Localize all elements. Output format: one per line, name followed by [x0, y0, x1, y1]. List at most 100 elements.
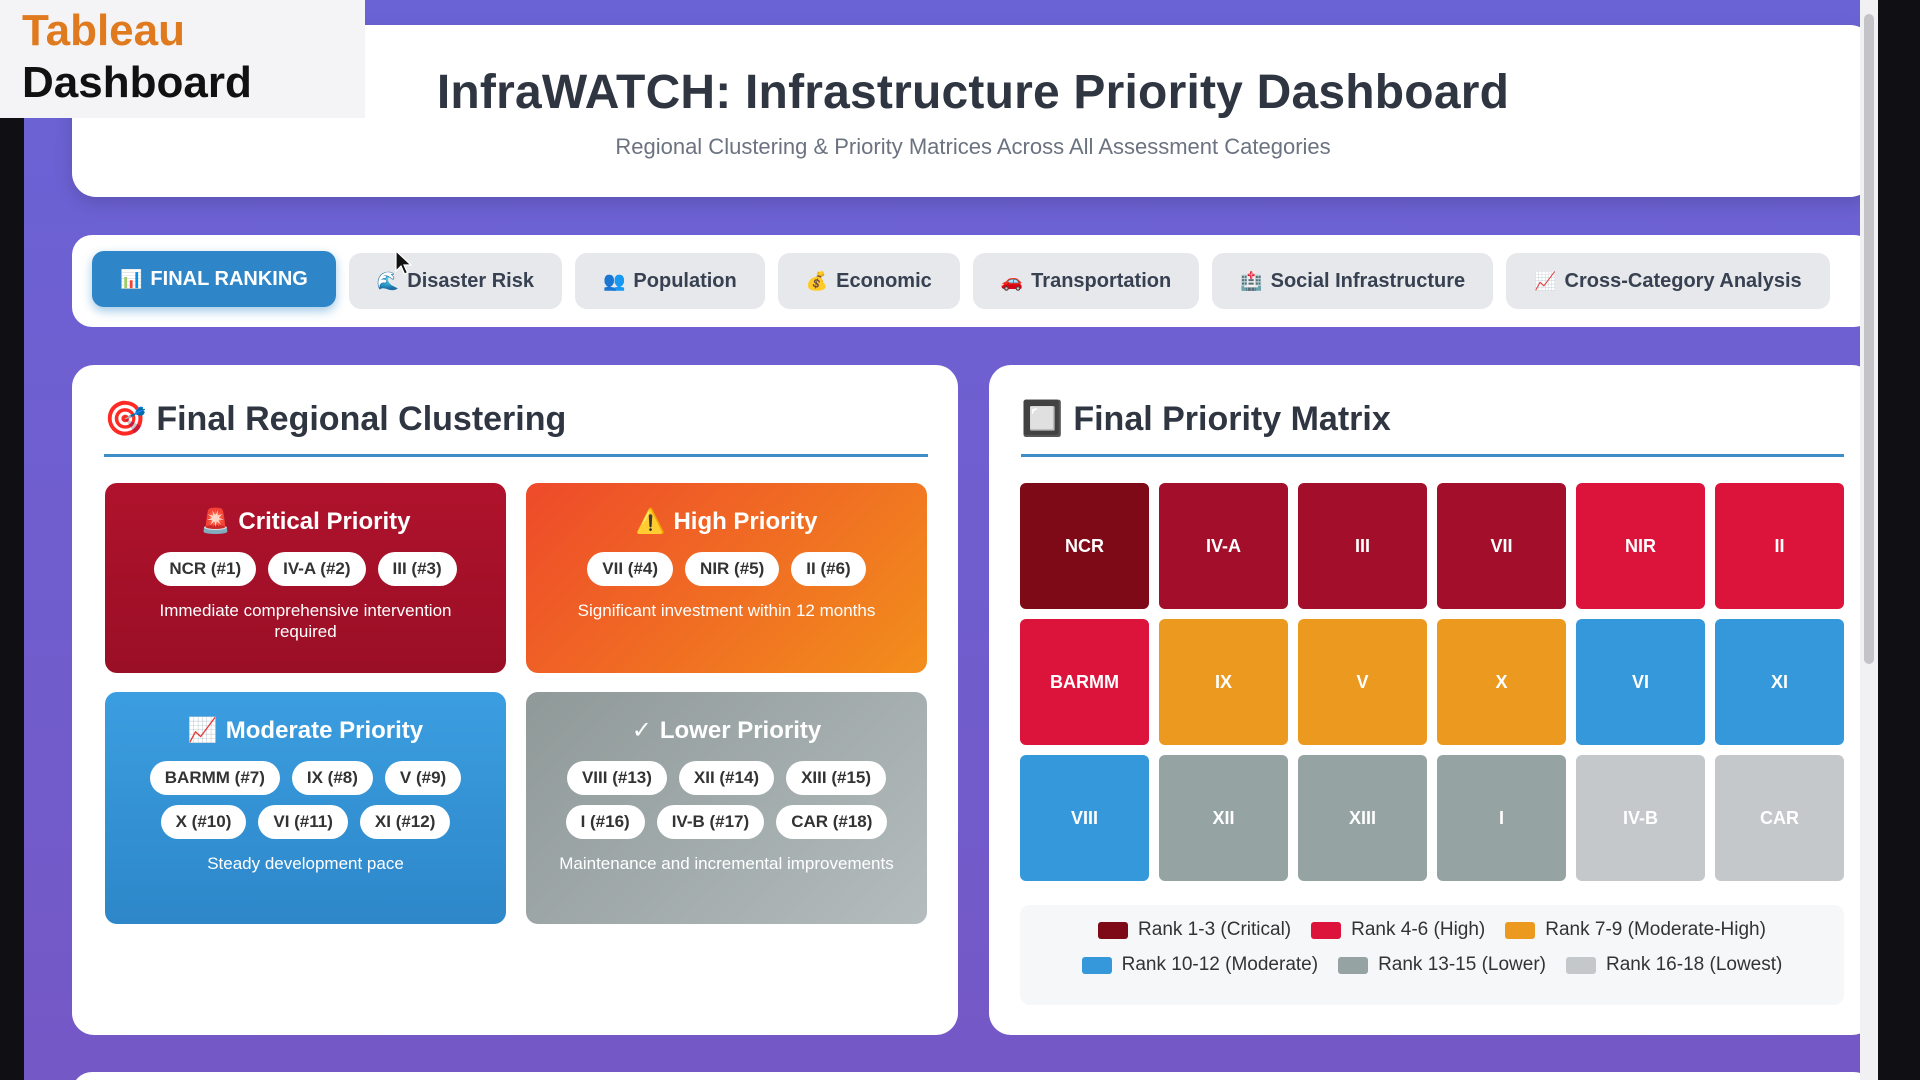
matrix-legend: Rank 1-3 (Critical) Rank 4-6 (High) Rank…	[1020, 905, 1844, 1005]
tab-label: Cross-Category Analysis	[1564, 269, 1802, 292]
matrix-cell[interactable]: V	[1298, 619, 1427, 745]
tab-label: Disaster Risk	[407, 269, 534, 292]
region-chip: X (#10)	[160, 805, 247, 839]
wave-icon: 🌊	[376, 270, 400, 291]
check-icon: ✓	[631, 717, 652, 744]
chart-up-icon: 📈	[187, 717, 218, 744]
matrix-cell[interactable]: IV-A	[1159, 483, 1288, 609]
region-chip: VII (#4)	[587, 552, 674, 586]
cluster-description: Immediate comprehensive intervention req…	[159, 601, 452, 641]
matrix-title-text: Final Priority Matrix	[1073, 399, 1391, 438]
page-title: InfraWATCH: Infrastructure Priority Dash…	[436, 66, 1510, 119]
region-chip: XIII (#15)	[786, 761, 887, 795]
legend-swatch	[1565, 956, 1596, 974]
cluster-title: Lower Priority	[659, 716, 822, 744]
badge-line-2: Dashboard	[22, 58, 252, 107]
tab-label: FINAL RANKING	[150, 267, 308, 290]
region-chip: VI (#11)	[258, 805, 348, 839]
tab-label: Transportation	[1031, 269, 1172, 292]
siren-icon: 🚨	[200, 508, 231, 535]
tab-label: Social Infrastructure	[1270, 269, 1466, 292]
region-chip: XI (#12)	[359, 805, 451, 839]
legend-swatch	[1098, 921, 1129, 939]
people-icon: 👥	[603, 270, 626, 291]
car-icon: 🚗	[1000, 270, 1024, 291]
mouse-cursor-icon	[395, 250, 413, 275]
tab-transportation[interactable]: 🚗 Transportation	[972, 253, 1200, 309]
legend-swatch	[1505, 921, 1536, 939]
priority-matrix-grid: NCR IV-A III VII NIR II BARMM IX V X VI XI VIII XII XI…	[1020, 483, 1844, 881]
cluster-description: Steady development pace	[207, 854, 404, 873]
matrix-cell[interactable]: II	[1715, 483, 1844, 609]
tab-label: Population	[633, 269, 737, 292]
tab-cross-category-analysis[interactable]: 📈 Cross-Category Analysis	[1506, 253, 1830, 309]
critical-priority-cluster: 🚨 Critical Priority NCR (#1) IV-A (#2) I…	[105, 483, 506, 673]
cluster-description: Maintenance and incremental improvements	[559, 854, 894, 873]
matrix-cell[interactable]: IX	[1159, 619, 1288, 745]
high-priority-cluster: ⚠️ High Priority VII (#4) NIR (#5) II (#…	[526, 483, 927, 673]
legend-swatch	[1081, 956, 1112, 974]
cluster-description: Significant investment within 12 months	[577, 601, 876, 620]
matrix-cell[interactable]: IV-B	[1576, 755, 1705, 881]
tab-economic[interactable]: 💰 Economic	[777, 253, 960, 309]
clustering-title-text: Final Regional Clustering	[156, 399, 567, 438]
page-scrollbar[interactable]	[1860, 0, 1878, 1080]
matrix-cell[interactable]: BARMM	[1020, 619, 1149, 745]
next-section-card	[72, 1072, 1874, 1080]
region-chip: V (#9)	[384, 761, 462, 795]
legend-label: Rank 16-18 (Lowest)	[1605, 954, 1783, 975]
matrix-cell[interactable]: VIII	[1020, 755, 1149, 881]
tab-final-ranking[interactable]: 📊 FINAL RANKING	[92, 251, 336, 307]
square-icon: 🔲	[1021, 400, 1064, 438]
legend-label: Rank 1-3 (Critical)	[1138, 919, 1292, 940]
trend-chart-icon: 📈	[1534, 270, 1557, 291]
legend-item: Rank 1-3 (Critical)	[1098, 919, 1291, 941]
legend-label: Rank 13-15 (Lower)	[1378, 954, 1546, 975]
matrix-cell[interactable]: VI	[1576, 619, 1705, 745]
matrix-cell[interactable]: NCR	[1020, 483, 1149, 609]
region-chip: XII (#14)	[678, 761, 775, 795]
legend-swatch	[1338, 956, 1369, 974]
matrix-cell[interactable]: I	[1437, 755, 1566, 881]
money-bag-icon: 💰	[805, 270, 829, 291]
region-chip: VIII (#13)	[566, 761, 667, 795]
matrix-cell[interactable]: VII	[1437, 483, 1566, 609]
matrix-title: 🔲 Final Priority Matrix	[1021, 399, 1391, 439]
matrix-cell[interactable]: X	[1437, 619, 1566, 745]
legend-item: Rank 4-6 (High)	[1311, 919, 1485, 941]
moderate-priority-cluster: 📈 Moderate Priority BARMM (#7) IX (#8) V…	[105, 692, 506, 924]
legend-item: Rank 16-18 (Lowest)	[1565, 954, 1783, 976]
dashboard-page: InfraWATCH: Infrastructure Priority Dash…	[24, 0, 1878, 1080]
page-subtitle: Regional Clustering & Priority Matrices …	[615, 134, 1331, 159]
matrix-cell[interactable]: NIR	[1576, 483, 1705, 609]
region-chip: IV-B (#17)	[656, 805, 765, 839]
matrix-cell[interactable]: XIII	[1298, 755, 1427, 881]
matrix-cell[interactable]: XI	[1715, 619, 1844, 745]
tab-social-infrastructure[interactable]: 🏥 Social Infrastructure	[1212, 253, 1494, 309]
legend-label: Rank 10-12 (Moderate)	[1121, 954, 1319, 975]
region-chip: IX (#8)	[291, 761, 373, 795]
target-icon: 🎯	[104, 400, 147, 438]
matrix-cell[interactable]: CAR	[1715, 755, 1844, 881]
legend-label: Rank 7-9 (Moderate-High)	[1545, 919, 1766, 940]
hospital-icon: 🏥	[1240, 270, 1263, 291]
cluster-title: High Priority	[673, 507, 818, 535]
tab-disaster-risk[interactable]: 🌊 Disaster Risk	[348, 253, 562, 309]
matrix-cell[interactable]: XII	[1159, 755, 1288, 881]
tableau-dashboard-label: Tableau Dashboard	[0, 0, 365, 118]
region-chip: III (#3)	[377, 552, 457, 586]
tab-population[interactable]: 👥 Population	[575, 253, 765, 309]
matrix-cell[interactable]: III	[1298, 483, 1427, 609]
legend-item: Rank 10-12 (Moderate)	[1081, 954, 1319, 976]
legend-label: Rank 4-6 (High)	[1351, 919, 1486, 940]
clustering-title: 🎯 Final Regional Clustering	[104, 399, 566, 439]
region-chip: NCR (#1)	[154, 552, 257, 586]
legend-item: Rank 13-15 (Lower)	[1338, 954, 1546, 976]
tab-label: Economic	[836, 269, 932, 292]
region-chip: IV-A (#2)	[268, 552, 366, 586]
title-divider	[104, 454, 928, 457]
region-chip: CAR (#18)	[776, 805, 888, 839]
warning-icon: ⚠️	[635, 508, 666, 535]
scrollbar-thumb[interactable]	[1864, 14, 1874, 664]
lower-priority-cluster: ✓ Lower Priority VIII (#13) XII (#14) XI…	[526, 692, 927, 924]
